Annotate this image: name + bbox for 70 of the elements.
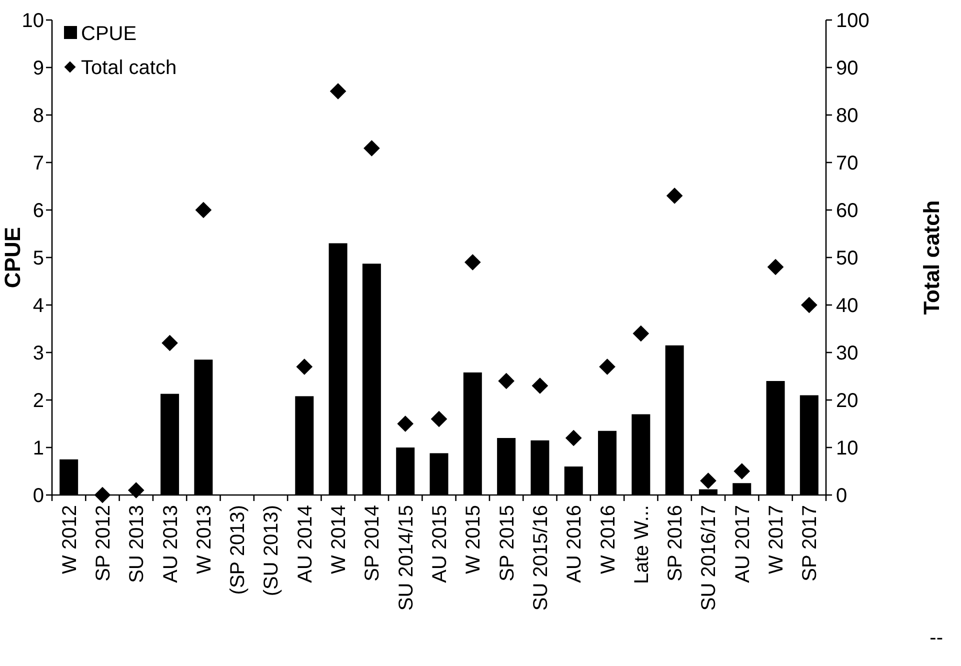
y-tick-label: 5 (32, 248, 44, 270)
y-axis-title: CPUE (0, 226, 25, 288)
x-tick-label: AU 2013 (160, 505, 182, 583)
point (464, 254, 481, 270)
x-tick-label: SP 2017 (799, 505, 822, 582)
y2-tick-label: 70 (836, 152, 858, 174)
y2-tick-label: 10 (836, 438, 858, 460)
x-tick-label: W 2017 (766, 505, 788, 574)
point (734, 463, 750, 480)
x-tick-label: SP 2012 (92, 505, 114, 582)
point (767, 258, 784, 276)
y-tick-label: 4 (32, 295, 44, 317)
x-tick-label: (SP 2013) (227, 505, 250, 595)
point (599, 358, 616, 375)
x-tick-label: W 2012 (58, 505, 81, 574)
point (296, 358, 313, 375)
x-tick-label: SP 2014 (362, 505, 384, 582)
x-tick-label: SU 2014/15 (395, 505, 418, 611)
y-tick-label: 0 (32, 485, 44, 507)
x-tick-label: AU 2016 (564, 505, 586, 583)
point (330, 83, 346, 100)
x-tick-label: AU 2017 (732, 505, 754, 583)
x-tick-label: (SU 2013) (260, 505, 283, 596)
y2-tick-label: 80 (836, 105, 858, 127)
y-tick-label: 10 (22, 10, 44, 32)
y2-axis-title: Total catch (919, 200, 944, 315)
y2-tick-label: 30 (836, 342, 858, 364)
x-tick-label: W 2016 (597, 505, 620, 574)
x-tick-label: SP 2016 (664, 505, 687, 582)
legend-label: CPUE (81, 23, 137, 45)
point (162, 334, 178, 352)
point (498, 372, 514, 390)
x-tick-label: W 2013 (193, 505, 216, 574)
y-tick-label: 2 (32, 390, 44, 412)
point (364, 140, 380, 156)
point (430, 410, 448, 428)
x-tick-label: SU 2016/17 (698, 505, 720, 611)
point (565, 430, 582, 446)
y2-tick-label: 90 (836, 58, 858, 80)
x-tick-label: SU 2013 (126, 505, 148, 583)
x-tick-label: W 2015 (462, 505, 485, 574)
point (532, 378, 548, 394)
x-tick-label: Late W... (630, 505, 653, 584)
point (801, 296, 818, 314)
point (700, 472, 716, 489)
y-tick-label: 8 (32, 105, 44, 127)
x-tick-label: AU 2015 (429, 505, 451, 583)
x-tick-label: SP 2015 (496, 505, 518, 582)
x-tick-label: AU 2014 (294, 505, 316, 583)
y-tick-label: 6 (32, 200, 44, 222)
y2-tick-label: 40 (836, 295, 858, 317)
y2-tick-label: 50 (836, 248, 858, 270)
point (397, 416, 414, 432)
point (128, 482, 144, 498)
point (195, 202, 212, 218)
point (632, 325, 650, 342)
x-tick-label: SU 2015/16 (530, 505, 552, 611)
legend-label: Total catch (81, 57, 177, 79)
x-tick-label: W 2014 (328, 505, 350, 574)
y-tick-label: 3 (32, 342, 44, 364)
y2-tick-label: 20 (836, 390, 858, 412)
y-tick-label: 1 (32, 438, 44, 460)
y2-tick-label: 0 (836, 485, 848, 507)
point (666, 188, 683, 204)
y2-tick-label: 100 (836, 10, 870, 32)
point (94, 486, 111, 504)
text: -- (930, 627, 943, 649)
y-tick-label: 7 (32, 152, 44, 174)
y-tick-label: 9 (32, 58, 44, 80)
y2-tick-label: 60 (836, 200, 858, 222)
